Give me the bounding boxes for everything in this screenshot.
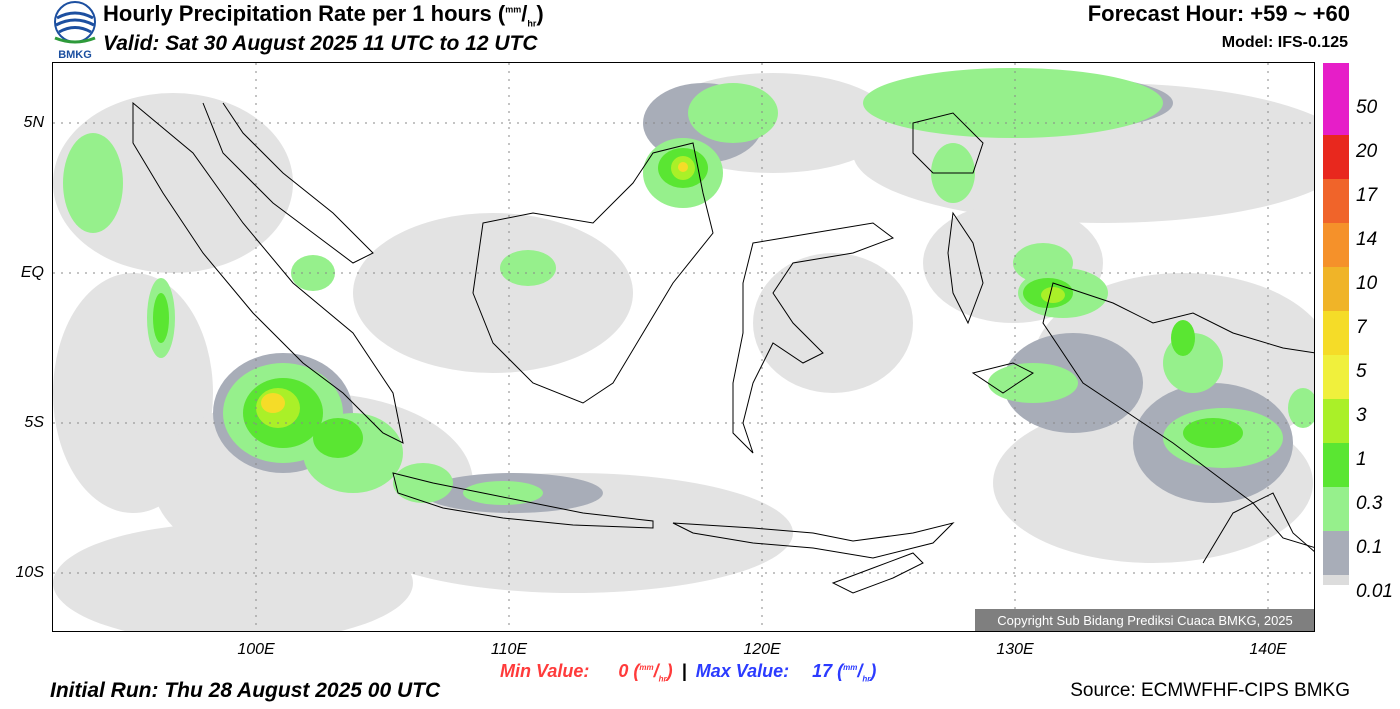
valid-time: Valid: Sat 30 August 2025 11 UTC to 12 U… xyxy=(103,32,538,55)
copyright-label: Copyright Sub Bidang Prediksi Cuaca BMKG… xyxy=(975,609,1314,631)
lat-label-5n: 5N xyxy=(23,114,44,131)
colorbar-label: 7 xyxy=(1356,317,1367,338)
lon-label-140e: 140E xyxy=(1249,641,1287,658)
colorbar-swatch xyxy=(1323,93,1349,135)
lat-label-eq: EQ xyxy=(20,264,44,281)
colorbar xyxy=(1323,63,1349,590)
colorbar-swatch xyxy=(1323,443,1349,487)
min-unit-num: mm xyxy=(639,663,654,672)
colorbar-label: 14 xyxy=(1356,229,1378,250)
bmkg-logo: BMKG xyxy=(51,0,99,62)
title-text: Hourly Precipitation Rate per 1 hours ( xyxy=(103,1,506,26)
forecast-hour: Forecast Hour: +59 ~ +60 xyxy=(1087,1,1350,26)
max-value-label: Max Value: xyxy=(695,661,790,681)
colorbar-label: 17 xyxy=(1356,185,1378,206)
title-close: ) xyxy=(536,1,544,26)
colorbar-label: 10 xyxy=(1356,273,1378,294)
colorbar-swatch xyxy=(1323,223,1349,267)
min-value: 0 xyxy=(618,661,629,681)
colorbar-label: 0.01 xyxy=(1356,581,1393,602)
min-max-values: Min Value: 0 (mm/hr) | Max Value: 17 (mm… xyxy=(500,661,877,684)
precipitation-map: Copyright Sub Bidang Prediksi Cuaca BMKG… xyxy=(52,62,1315,632)
lon-label-130e: 130E xyxy=(996,641,1034,658)
min-max-separator: | xyxy=(681,661,687,681)
map-canvas xyxy=(53,63,1314,631)
colorbar-swatch xyxy=(1323,63,1349,93)
colorbar-label: 0.3 xyxy=(1356,493,1383,514)
lon-label-120e: 120E xyxy=(743,641,781,658)
page-title: Hourly Precipitation Rate per 1 hours (m… xyxy=(103,1,544,29)
precip-0-3-areas xyxy=(63,68,1314,505)
data-source: Source: ECMWFHF-CIPS BMKG xyxy=(1070,680,1350,701)
max-unit-num: mm xyxy=(843,663,858,672)
min-unit-den: hr xyxy=(658,674,667,684)
lon-label-110e: 110E xyxy=(490,641,528,658)
coastlines xyxy=(132,101,1314,594)
colorbar-label: 20 xyxy=(1356,141,1378,162)
min-value-label: Min Value: xyxy=(500,661,590,681)
precip-7-areas xyxy=(261,162,688,413)
colorbar-swatch xyxy=(1323,575,1349,585)
logo-text: BMKG xyxy=(58,49,92,61)
max-unit-den: hr xyxy=(862,674,871,684)
colorbar-swatch xyxy=(1323,487,1349,531)
title-unit-num: mm xyxy=(505,4,522,15)
colorbar-swatch xyxy=(1323,267,1349,311)
colorbar-swatch xyxy=(1323,531,1349,575)
lon-label-100e: 100E xyxy=(237,641,275,658)
model-name: Model: IFS-0.125 xyxy=(1221,34,1348,51)
colorbar-swatch xyxy=(1323,399,1349,443)
colorbar-swatch xyxy=(1323,135,1349,179)
colorbar-label: 1 xyxy=(1356,449,1367,470)
colorbar-swatch xyxy=(1323,355,1349,399)
colorbar-label: 5 xyxy=(1356,361,1367,382)
lat-label-5s: 5S xyxy=(24,414,44,431)
lat-label-10s: 10S xyxy=(15,564,44,581)
max-value: 17 xyxy=(812,661,833,681)
colorbar-label: 50 xyxy=(1356,97,1378,118)
colorbar-label: 0.1 xyxy=(1356,537,1383,558)
colorbar-swatch xyxy=(1323,311,1349,355)
title-unit-den: hr xyxy=(527,18,537,29)
colorbar-swatch xyxy=(1323,179,1349,223)
initial-run: Initial Run: Thu 28 August 2025 00 UTC xyxy=(50,679,441,702)
bmkg-globe-icon: BMKG xyxy=(54,1,96,61)
colorbar-label: 3 xyxy=(1356,405,1367,426)
